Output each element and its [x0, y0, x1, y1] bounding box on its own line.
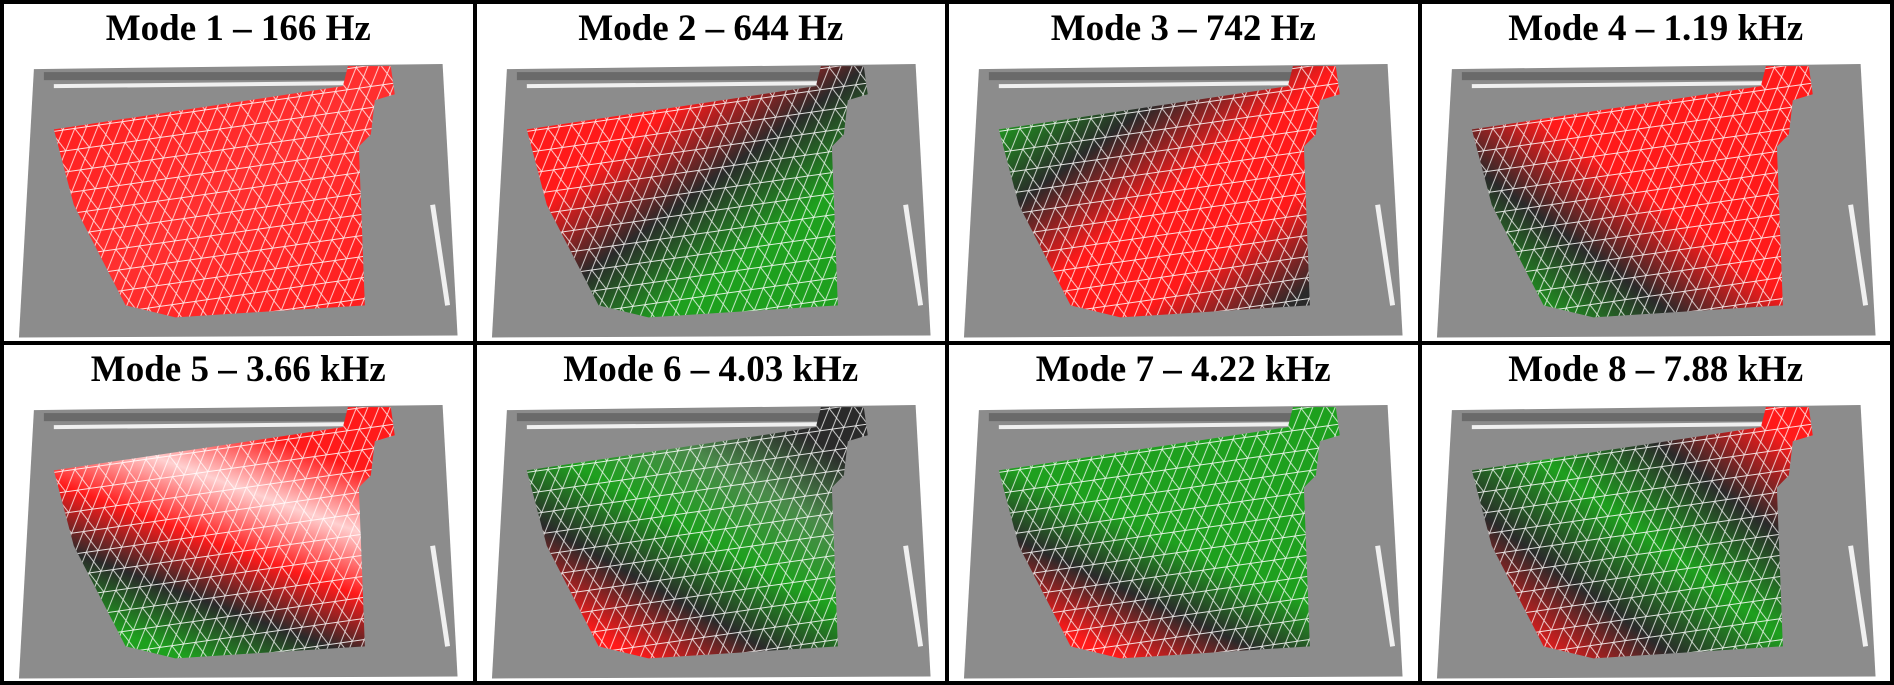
panel-title: Mode 3 – 742 Hz	[1050, 8, 1316, 49]
mesh	[526, 66, 868, 318]
mesh	[998, 66, 1340, 318]
plate-edge	[1461, 72, 1791, 81]
panel-title: Mode 6 – 4.03 kHz	[563, 348, 859, 390]
plate-highlight	[430, 204, 451, 306]
plate-highlight	[526, 421, 826, 429]
plate-highlight	[902, 544, 923, 647]
plate-highlight	[1847, 204, 1868, 306]
plate-edge	[988, 412, 1318, 421]
mode-shape-image	[1436, 404, 1876, 678]
panel-title: Mode 2 – 644 Hz	[578, 8, 844, 49]
panel-title: Mode 7 – 4.22 kHz	[1035, 348, 1331, 390]
mode-shape-image	[491, 404, 931, 678]
panel-title: Mode 8 – 7.88 kHz	[1508, 348, 1804, 390]
panel-title: Mode 5 – 3.66 kHz	[90, 348, 386, 390]
plate-edge	[988, 72, 1318, 81]
panel: Mode 8 – 7.88 kHz	[1421, 344, 1890, 681]
plate-edge	[43, 72, 373, 81]
plate-highlight	[1375, 544, 1396, 647]
mesh	[526, 406, 868, 658]
plate-highlight	[1471, 81, 1771, 89]
mode-shape-image	[491, 64, 931, 338]
mesh	[1471, 406, 1813, 658]
plate-highlight	[53, 421, 353, 429]
panel-title: Mode 4 – 1.19 kHz	[1508, 8, 1804, 49]
plate-highlight	[430, 544, 451, 647]
panel-title: Mode 1 – 166 Hz	[105, 8, 371, 49]
plate-highlight	[998, 81, 1298, 89]
panel: Mode 3 – 742 Hz	[949, 4, 1418, 341]
plate-highlight	[998, 421, 1298, 429]
mode-shape-image	[1436, 64, 1876, 338]
plate-highlight	[53, 81, 353, 89]
mode-shape-image	[18, 64, 458, 338]
plate-highlight	[1471, 421, 1771, 429]
mesh	[53, 66, 395, 318]
panel: Mode 7 – 4.22 kHz	[949, 344, 1418, 681]
mesh	[998, 406, 1340, 658]
mode-shape-image	[18, 404, 458, 678]
plate-highlight	[526, 81, 826, 89]
plate-highlight	[1847, 544, 1868, 647]
plate-edge	[516, 72, 846, 81]
panel: Mode 4 – 1.19 kHz	[1421, 4, 1890, 341]
plate-highlight	[902, 204, 923, 306]
mesh	[1471, 66, 1813, 318]
mode-shape-image	[963, 404, 1403, 678]
mesh	[53, 406, 395, 658]
mode-shape-image	[963, 64, 1403, 338]
plate-edge	[516, 412, 846, 421]
panel: Mode 1 – 166 Hz	[4, 4, 473, 341]
plate-edge	[43, 412, 373, 421]
panel: Mode 2 – 644 Hz	[476, 4, 945, 341]
panel: Mode 6 – 4.03 kHz	[476, 344, 945, 681]
plate-highlight	[1375, 204, 1396, 306]
plate-edge	[1461, 412, 1791, 421]
panel: Mode 5 – 3.66 kHz	[4, 344, 473, 681]
